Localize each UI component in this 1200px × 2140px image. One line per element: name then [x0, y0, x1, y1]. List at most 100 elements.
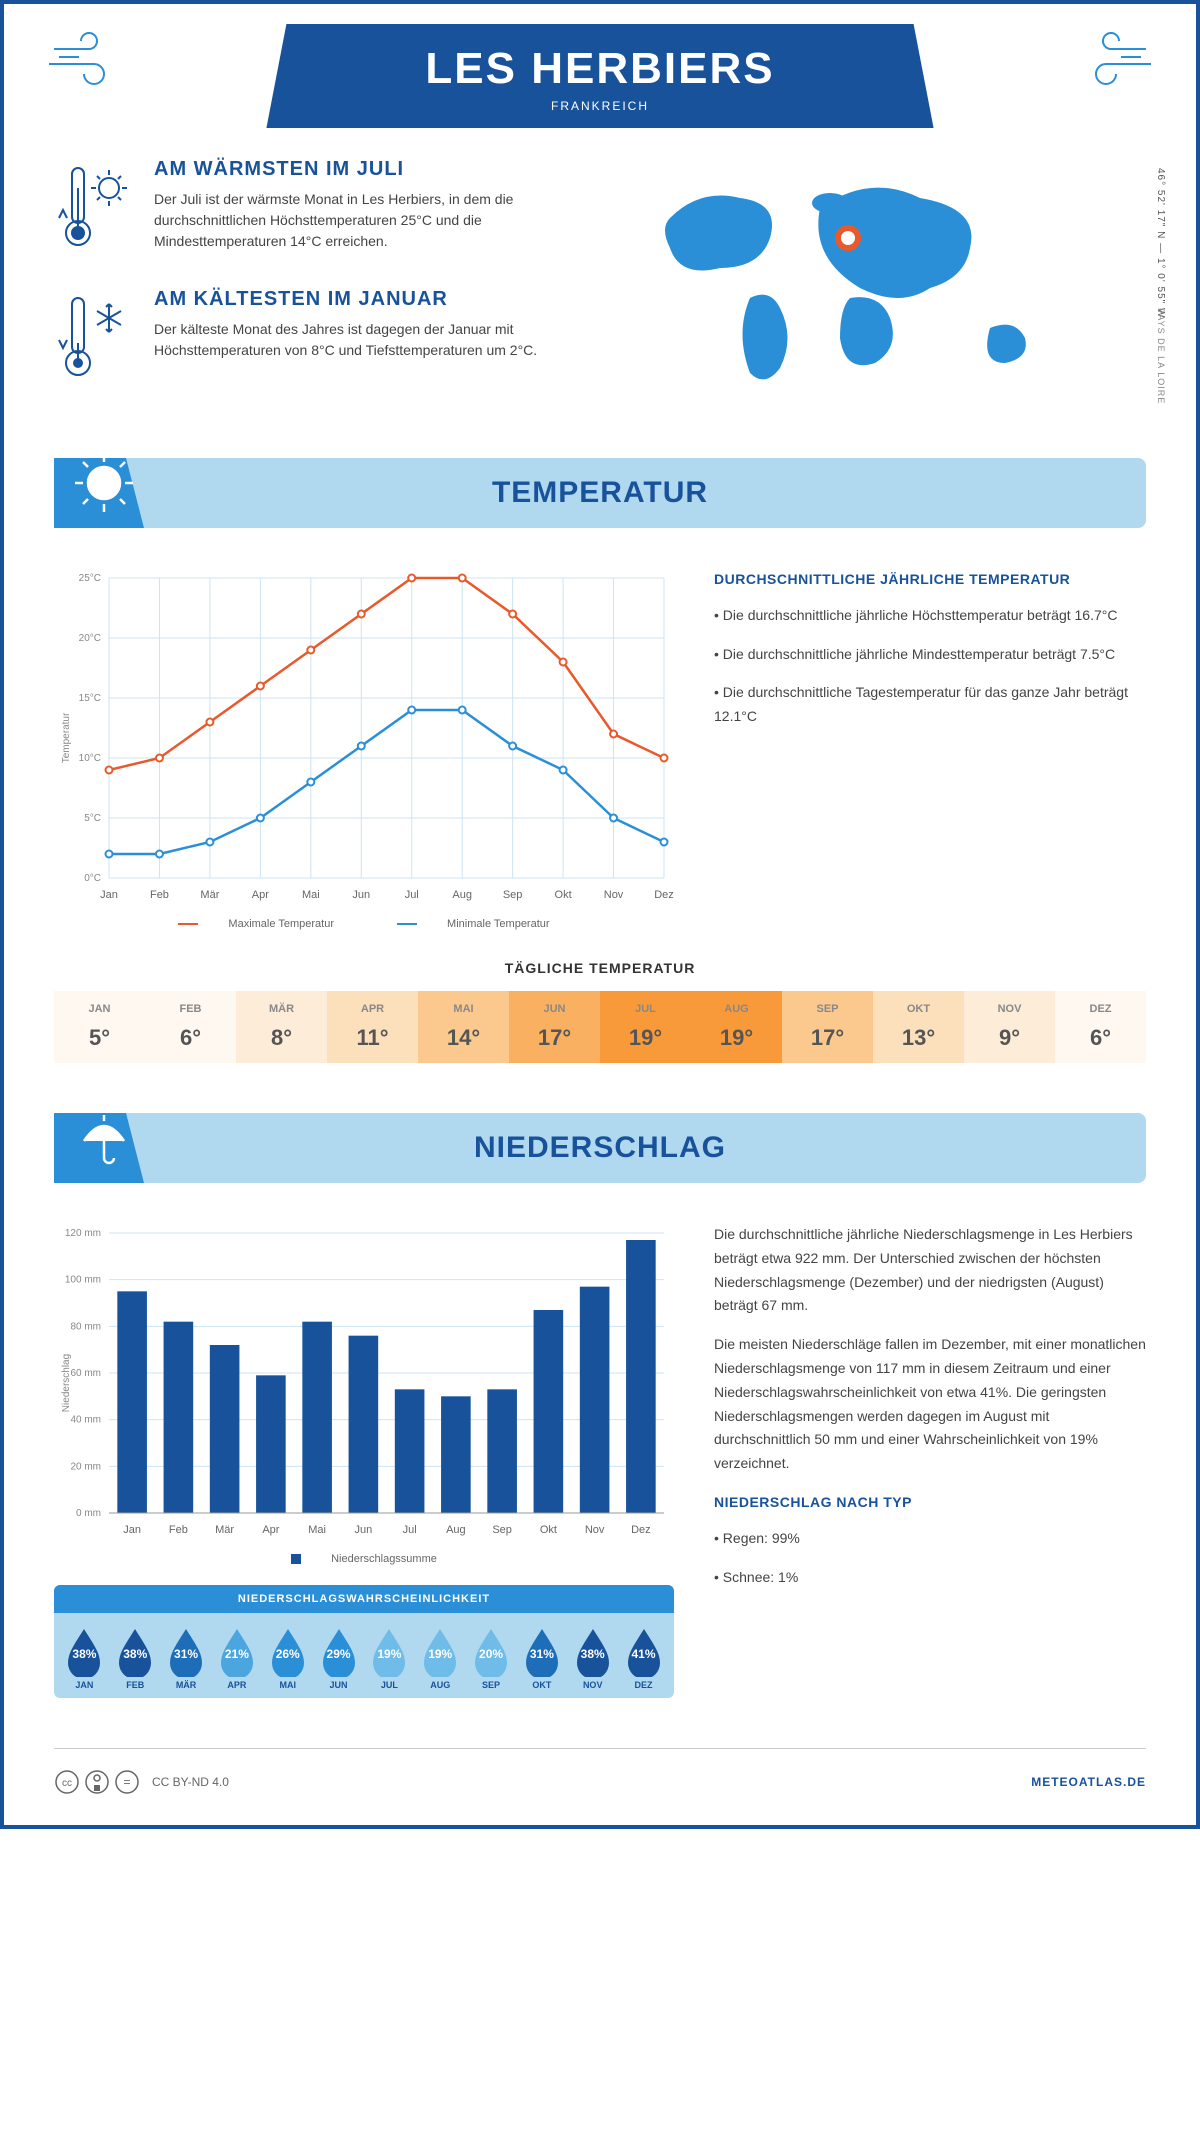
daily-temp-heading: TÄGLICHE TEMPERATUR: [54, 960, 1146, 976]
title-banner: LES HERBIERS FRANKREICH: [266, 24, 933, 128]
precip-paragraph: Die durchschnittliche jährliche Niedersc…: [714, 1223, 1146, 1318]
temp-cell: FEB6°: [145, 991, 236, 1063]
svg-text:Dez: Dez: [654, 889, 674, 901]
daily-temp-table: JAN5°FEB6°MÄR8°APR11°MAI14°JUN17°JUL19°A…: [54, 991, 1146, 1063]
wind-icon: [1076, 29, 1156, 89]
svg-text:Apr: Apr: [252, 889, 269, 901]
precip-paragraph: Die meisten Niederschläge fallen im Deze…: [714, 1333, 1146, 1476]
svg-text:5°C: 5°C: [84, 813, 101, 824]
header: LES HERBIERS FRANKREICH: [4, 4, 1196, 128]
thermometer-sun-icon: [54, 158, 134, 258]
svg-text:Jul: Jul: [403, 1524, 417, 1536]
svg-text:cc: cc: [62, 1778, 72, 1789]
svg-text:60 mm: 60 mm: [70, 1368, 101, 1379]
temp-cell: JAN5°: [54, 991, 145, 1063]
svg-text:Jan: Jan: [123, 1524, 141, 1536]
footer: cc = CC BY-ND 4.0 METEOATLAS.DE: [54, 1748, 1146, 1805]
precip-drop: 21%APR: [211, 1625, 262, 1690]
precip-drop: 38%FEB: [110, 1625, 161, 1690]
temp-text-heading: DURCHSCHNITTLICHE JÄHRLICHE TEMPERATUR: [714, 568, 1146, 592]
svg-text:Jun: Jun: [352, 889, 370, 901]
svg-text:20°C: 20°C: [79, 633, 101, 644]
temp-cell: SEP17°: [782, 991, 873, 1063]
svg-text:Sep: Sep: [492, 1524, 512, 1536]
coordinates: 46° 52' 17" N — 1° 0' 55" W: [1155, 168, 1166, 318]
license-text: CC BY-ND 4.0: [152, 1775, 229, 1789]
temperature-line-chart: 0°C 5°C 10°C 15°C 20°C 25°C Jan Feb Mär Apr Mai Jun…: [54, 568, 674, 908]
temp-cell: DEZ6°: [1055, 991, 1146, 1063]
svg-text:Mär: Mär: [200, 889, 219, 901]
svg-text:Nov: Nov: [604, 889, 624, 901]
svg-text:Temperatur: Temperatur: [61, 712, 72, 763]
svg-text:0°C: 0°C: [84, 873, 101, 884]
temperature-heading: TEMPERATUR: [54, 476, 1146, 510]
precip-drop: 29%JUN: [313, 1625, 364, 1690]
svg-text:80 mm: 80 mm: [70, 1321, 101, 1332]
svg-text:25°C: 25°C: [79, 573, 101, 584]
precipitation-bar-chart: 0 mm 20 mm 40 mm 60 mm 80 mm 100 mm 120 mm Jan F…: [54, 1223, 674, 1543]
svg-text:Feb: Feb: [169, 1524, 188, 1536]
precip-drop: 19%AUG: [415, 1625, 466, 1690]
temp-cell: APR11°: [327, 991, 418, 1063]
temp-bullet: • Die durchschnittliche jährliche Höchst…: [714, 604, 1146, 628]
svg-text:=: =: [123, 1775, 130, 1789]
svg-text:Okt: Okt: [540, 1524, 557, 1536]
svg-text:100 mm: 100 mm: [65, 1275, 101, 1286]
svg-text:Apr: Apr: [262, 1524, 279, 1536]
svg-text:120 mm: 120 mm: [65, 1228, 101, 1239]
temp-cell: AUG19°: [691, 991, 782, 1063]
world-map: 46° 52' 17" N — 1° 0' 55" W PAYS DE LA L…: [630, 158, 1146, 408]
city-title: LES HERBIERS: [266, 44, 933, 94]
svg-text:Jun: Jun: [355, 1524, 373, 1536]
precipitation-probability: NIEDERSCHLAGSWAHRSCHEINLICHKEIT 38%JAN38…: [54, 1585, 674, 1698]
temp-chart-legend: Maximale Temperatur Minimale Temperatur: [54, 918, 674, 930]
warmest-text: Der Juli ist der wärmste Monat in Les He…: [154, 189, 570, 252]
svg-text:Dez: Dez: [631, 1524, 651, 1536]
svg-text:Sep: Sep: [503, 889, 523, 901]
svg-text:Niederschlag: Niederschlag: [61, 1354, 72, 1412]
svg-text:10°C: 10°C: [79, 753, 101, 764]
region-label: PAYS DE LA LOIRE: [1156, 308, 1166, 404]
coldest-title: AM KÄLTESTEN IM JANUAR: [154, 288, 570, 311]
svg-text:Mai: Mai: [302, 889, 320, 901]
warmest-fact: AM WÄRMSTEN IM JULI Der Juli ist der wär…: [54, 158, 570, 258]
temp-cell: MAI14°: [418, 991, 509, 1063]
temperature-section-header: TEMPERATUR: [54, 458, 1146, 528]
svg-text:40 mm: 40 mm: [70, 1415, 101, 1426]
svg-text:0 mm: 0 mm: [76, 1508, 101, 1519]
temp-cell: NOV9°: [964, 991, 1055, 1063]
svg-text:Jan: Jan: [100, 889, 118, 901]
country-subtitle: FRANKREICH: [266, 99, 933, 113]
precip-type-item: • Regen: 99%: [714, 1527, 1146, 1551]
precip-type-item: • Schnee: 1%: [714, 1566, 1146, 1590]
precip-chart-legend: Niederschlagssumme: [54, 1553, 674, 1565]
precip-drop: 41%DEZ: [618, 1625, 669, 1690]
warmest-title: AM WÄRMSTEN IM JULI: [154, 158, 570, 181]
precip-drop: 20%SEP: [466, 1625, 517, 1690]
wind-icon: [44, 29, 124, 89]
precip-drop: 26%MAI: [262, 1625, 313, 1690]
svg-text:Mär: Mär: [215, 1524, 234, 1536]
precip-drop: 38%JAN: [59, 1625, 110, 1690]
thermometer-snow-icon: [54, 288, 134, 388]
svg-text:Aug: Aug: [452, 889, 472, 901]
temp-cell: JUL19°: [600, 991, 691, 1063]
site-name: METEOATLAS.DE: [1031, 1775, 1146, 1789]
precip-drop: 19%JUL: [364, 1625, 415, 1690]
temp-cell: OKT13°: [873, 991, 964, 1063]
coldest-fact: AM KÄLTESTEN IM JANUAR Der kälteste Mona…: [54, 288, 570, 388]
cc-icon: cc =: [54, 1769, 144, 1795]
svg-text:Feb: Feb: [150, 889, 169, 901]
precipitation-section-header: NIEDERSCHLAG: [54, 1113, 1146, 1183]
precipitation-heading: NIEDERSCHLAG: [54, 1131, 1146, 1165]
precip-drop: 31%MÄR: [161, 1625, 212, 1690]
temp-cell: JUN17°: [509, 991, 600, 1063]
svg-text:15°C: 15°C: [79, 693, 101, 704]
precip-drop: 38%NOV: [567, 1625, 618, 1690]
precip-drop: 31%OKT: [516, 1625, 567, 1690]
svg-text:Jul: Jul: [405, 889, 419, 901]
temp-bullet: • Die durchschnittliche Tagestemperatur …: [714, 681, 1146, 729]
svg-text:20 mm: 20 mm: [70, 1461, 101, 1472]
umbrella-icon: [69, 1103, 139, 1173]
svg-text:Okt: Okt: [555, 889, 572, 901]
